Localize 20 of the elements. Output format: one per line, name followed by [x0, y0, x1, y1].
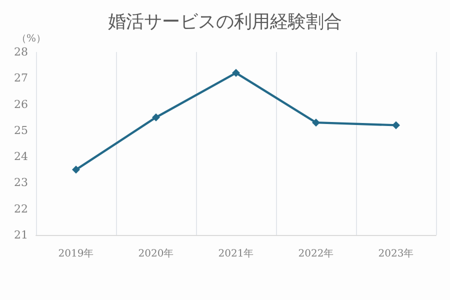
x-tick-label: 2023年: [378, 248, 414, 260]
y-tick-label: 23: [14, 176, 28, 190]
chart-title: 婚活サービスの利用経験割合: [108, 12, 342, 32]
x-tick-label: 2020年: [138, 248, 174, 260]
point: [392, 121, 400, 130]
x-tick-label: 2022年: [298, 248, 334, 260]
y-tick-label: 25: [14, 124, 28, 137]
x-tick-label: 2019年: [58, 248, 94, 260]
point: [312, 118, 320, 127]
y-axis-title: （%）: [16, 34, 46, 44]
x-tick-label: 2021年: [218, 248, 254, 260]
y-tick-label: 24: [14, 150, 28, 164]
y-tick-label: 22: [14, 202, 28, 216]
y-tick-label: 28: [14, 46, 28, 58]
y-tick-label: 27: [14, 72, 28, 85]
point: [72, 166, 80, 174]
y-tick-label: 21: [14, 228, 28, 242]
point: [152, 113, 160, 122]
y-tick-label: 26: [14, 98, 28, 111]
point: [232, 68, 240, 77]
